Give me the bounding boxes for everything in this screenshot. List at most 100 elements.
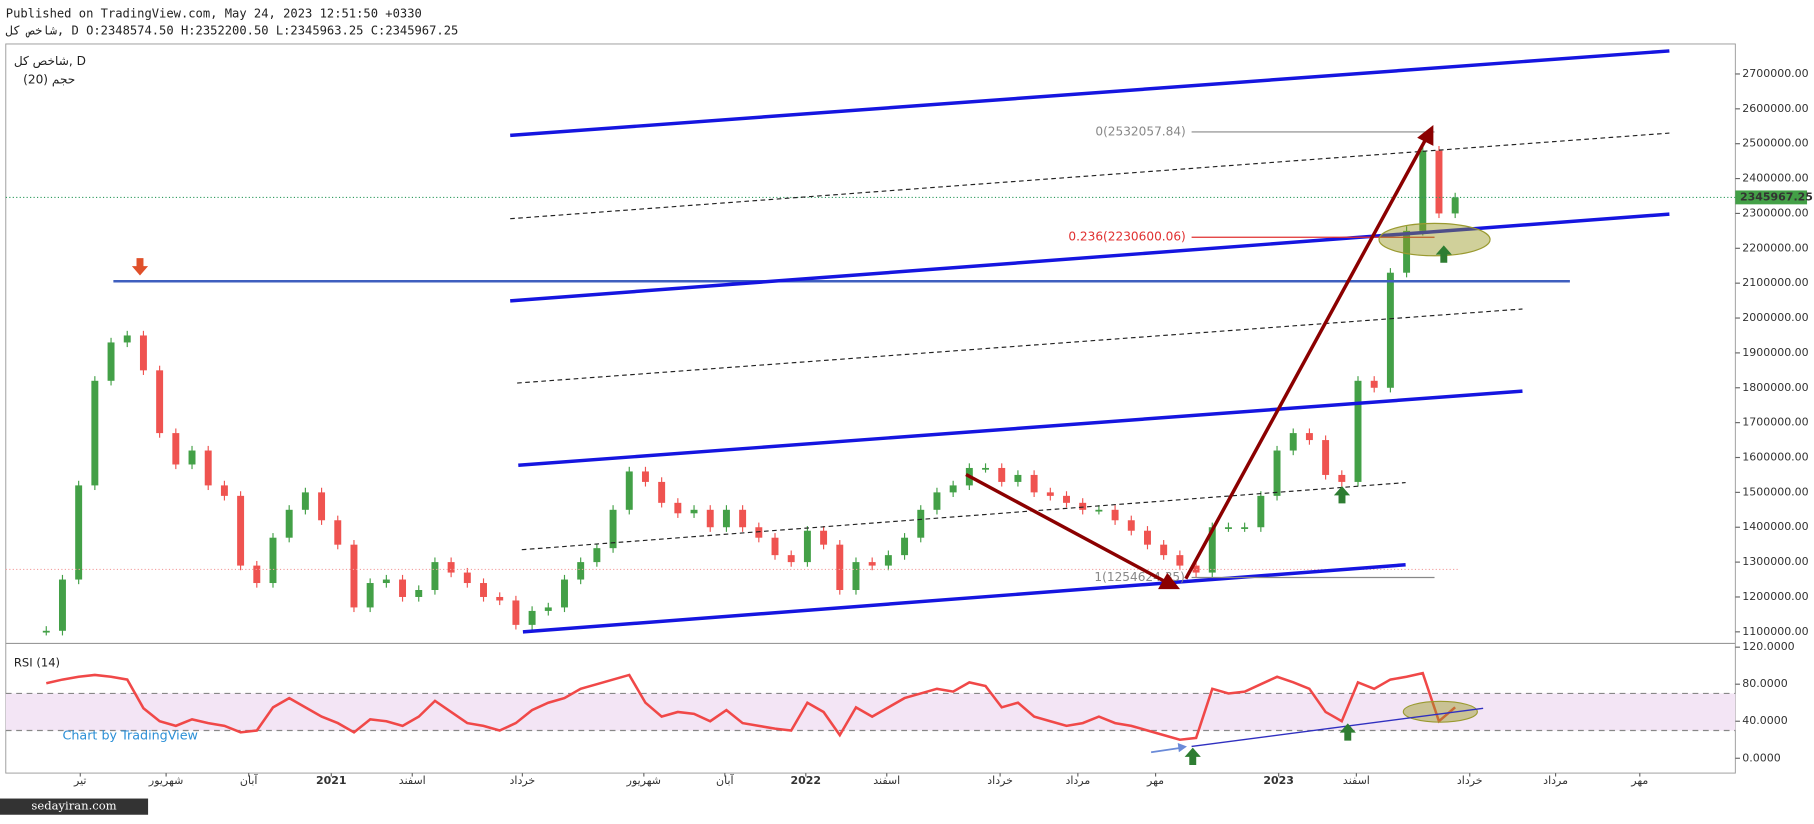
x-tick-label: اسفند xyxy=(1343,774,1370,787)
candle xyxy=(901,537,909,556)
candle xyxy=(415,590,423,597)
last-price-label: 2345967.25 xyxy=(1740,190,1813,203)
candle xyxy=(366,583,374,608)
candle xyxy=(512,600,520,625)
y-tick-label: 80.0000 xyxy=(1742,677,1787,690)
candle xyxy=(544,607,552,611)
arrow-head xyxy=(1158,572,1181,590)
x-tick-label: اسفند xyxy=(873,774,900,787)
x-tick-label: مرداد xyxy=(1543,774,1568,787)
candle xyxy=(220,485,228,496)
y-tick-label: 2500000.00 xyxy=(1742,137,1808,150)
candle xyxy=(658,481,666,503)
candle xyxy=(1063,495,1070,503)
candle xyxy=(561,579,568,608)
candle xyxy=(75,485,83,580)
candle xyxy=(496,596,504,601)
candle xyxy=(674,502,682,514)
candle xyxy=(1095,509,1103,512)
candle xyxy=(350,544,358,608)
candle xyxy=(1305,433,1313,441)
candle xyxy=(1144,530,1151,545)
candle xyxy=(1403,230,1411,273)
candle xyxy=(204,450,212,486)
candle xyxy=(949,485,957,493)
y-tick-label: 1800000.00 xyxy=(1742,381,1808,394)
x-tick-label: خرداد xyxy=(510,774,536,787)
y-tick-label: 1700000.00 xyxy=(1742,416,1808,429)
arrow-line xyxy=(1184,139,1427,580)
candle xyxy=(982,467,990,470)
candle xyxy=(1386,272,1394,388)
volume-label: (20) حجم xyxy=(23,72,75,86)
watermark: sedayiran.com xyxy=(31,799,116,813)
candle xyxy=(1257,495,1265,528)
up-arrow xyxy=(1333,486,1351,504)
candle xyxy=(123,335,131,343)
candle xyxy=(836,544,844,591)
y-tick-label: 120.0000 xyxy=(1742,640,1794,653)
candle xyxy=(884,555,892,566)
x-tick-label: 2023 xyxy=(1263,774,1294,787)
candle xyxy=(528,610,536,625)
highlight xyxy=(1402,700,1478,723)
y-tick-label: 2200000.00 xyxy=(1742,241,1808,254)
arrow-head xyxy=(1417,124,1434,146)
rsi-line xyxy=(45,671,1456,742)
candle xyxy=(1079,502,1087,510)
y-tick-label: 1100000.00 xyxy=(1742,625,1808,638)
candle xyxy=(237,495,245,566)
arrow-line xyxy=(965,472,1167,584)
x-tick-label: تیر xyxy=(73,774,86,787)
y-tick-label: 2300000.00 xyxy=(1742,206,1808,219)
rsi-title: RSI (14) xyxy=(14,656,60,670)
candle xyxy=(1208,527,1216,573)
candle xyxy=(269,537,277,584)
y-tick-label: 0.0000 xyxy=(1742,751,1780,764)
candle xyxy=(1111,509,1119,521)
rsi-arrow xyxy=(1150,746,1183,754)
candle xyxy=(172,433,180,465)
candle xyxy=(1273,450,1281,496)
candle xyxy=(1289,433,1297,451)
y-tick-label: 2400000.00 xyxy=(1742,172,1808,185)
candle xyxy=(706,509,714,528)
candle xyxy=(1370,380,1378,388)
channel-mid xyxy=(521,482,1406,551)
x-tick-label: شهریور xyxy=(626,774,661,787)
candle xyxy=(463,572,471,584)
candle xyxy=(868,562,876,566)
drawings: 0(2532057.84) 0.236(2230600.06) 1(125462… xyxy=(5,49,1670,765)
candle xyxy=(1419,150,1427,231)
candle xyxy=(771,537,779,556)
candle xyxy=(755,527,763,538)
candle xyxy=(1046,492,1054,496)
up-arrow xyxy=(1435,245,1452,263)
y-tick-label: 2000000.00 xyxy=(1742,311,1808,324)
candle xyxy=(1160,544,1168,556)
channel-mid xyxy=(517,308,1523,384)
y-tick-label: 1400000.00 xyxy=(1742,520,1808,533)
candle xyxy=(334,520,342,545)
up-arrow xyxy=(1184,747,1201,765)
watermark-bg xyxy=(0,798,149,815)
candle xyxy=(787,555,795,563)
candle xyxy=(301,492,309,510)
y-tick-label: 2100000.00 xyxy=(1742,276,1808,289)
candle xyxy=(1176,555,1184,566)
channel-line xyxy=(510,49,1670,138)
candle xyxy=(1241,527,1249,529)
x-tick-label: آبان xyxy=(240,773,258,787)
x-tick-label: مهر xyxy=(1146,774,1164,787)
candle xyxy=(1322,440,1330,475)
candle xyxy=(852,562,860,591)
y-tick-label: 1300000.00 xyxy=(1742,555,1808,568)
candle xyxy=(447,562,455,573)
y-tick-label: 1200000.00 xyxy=(1742,590,1808,603)
candle xyxy=(1014,474,1022,482)
candle xyxy=(156,370,164,434)
x-tick-label: شهریور xyxy=(148,774,183,787)
